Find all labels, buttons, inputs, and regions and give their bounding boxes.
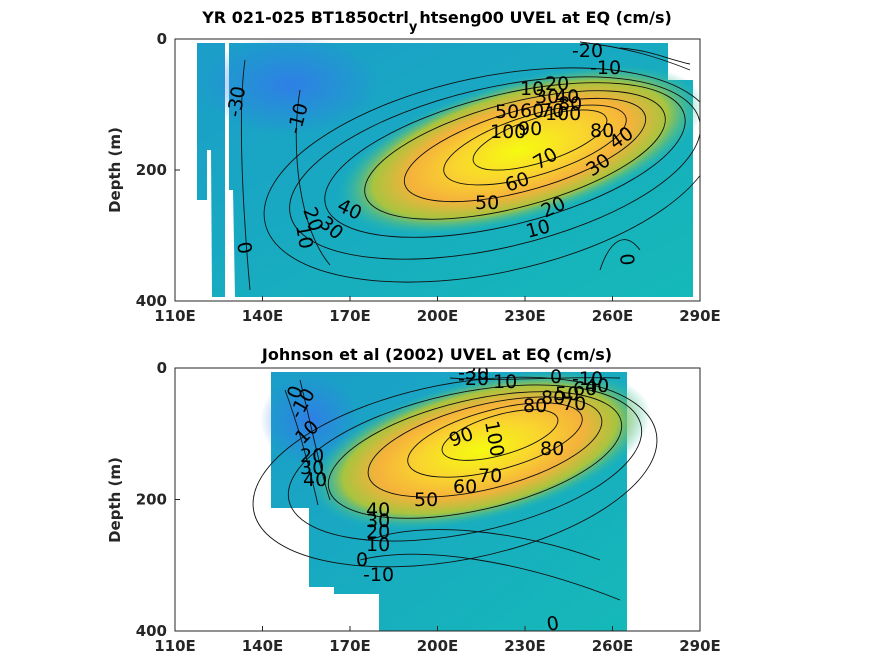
- x-tick-label: 260E: [592, 307, 634, 325]
- contour-label: 0: [232, 240, 256, 256]
- contour-label: 90: [518, 118, 542, 140]
- contour-label: 100: [490, 121, 526, 143]
- contour-label: 80: [590, 120, 614, 142]
- x-tick-label: 230E: [504, 637, 546, 655]
- x-tick-label: 140E: [242, 307, 284, 325]
- contour-label: -10: [363, 564, 394, 586]
- contour-label: 100: [545, 103, 581, 125]
- y-tick-label: 0: [157, 30, 167, 48]
- contour-label: 10: [291, 223, 317, 251]
- x-tick-label: 260E: [592, 637, 634, 655]
- contour-lines: [240, 41, 700, 291]
- contour-lines: [252, 376, 658, 601]
- y-tick-label: 200: [136, 491, 167, 509]
- x-tick-label: 110E: [154, 637, 196, 655]
- x-tick-label: 200E: [417, 637, 459, 655]
- x-tick-label: 230E: [504, 307, 546, 325]
- contour-label: 30: [535, 86, 559, 108]
- contour-label: 50: [414, 489, 438, 511]
- contour-label: -20: [458, 368, 489, 390]
- contour-label: 80: [523, 395, 547, 417]
- heatmap-field: -30 -20 10 0 -10 50 60 80 80 40 70 0 -10…: [252, 362, 658, 636]
- contour-label: 0: [550, 366, 562, 388]
- contour-label: 80: [558, 93, 582, 115]
- contour-label: 50: [475, 192, 499, 214]
- panel-model: YR 021-025 BT1850ctrlyhtseng00 UVEL at E…: [106, 8, 721, 325]
- contour-label: 0: [615, 253, 638, 267]
- contour-label: 80: [540, 438, 564, 460]
- contour-label: 20: [300, 445, 324, 467]
- contour-label: -20: [572, 40, 603, 62]
- contour-label: 60: [520, 100, 544, 122]
- contour-label: 60: [453, 476, 477, 498]
- contour-label: 20: [366, 521, 390, 543]
- x-tick-label: 290E: [679, 307, 721, 325]
- contour-label: 0: [545, 612, 561, 636]
- contour-label: 70: [478, 465, 502, 487]
- y-tick-label: 400: [136, 622, 167, 640]
- x-axis: 110E 140E 170E 200E 230E 260E 290E: [154, 296, 721, 325]
- contour-label: -10: [572, 368, 603, 390]
- y-axis-label: Depth (m): [106, 127, 124, 213]
- contour-label: -30: [458, 362, 489, 384]
- panel-observations: Johnson et al (2002) UVEL at EQ (cm/s) -…: [106, 345, 721, 655]
- contour-label: 70: [540, 100, 564, 122]
- contour-label: -30: [223, 84, 250, 118]
- contour-label: 40: [366, 499, 390, 521]
- y-tick-label: 400: [136, 292, 167, 310]
- panel-title: YR 021-025 BT1850ctrlyhtseng00 UVEL at E…: [201, 8, 672, 35]
- x-tick-label: 200E: [417, 307, 459, 325]
- contour-label: 30: [300, 457, 324, 479]
- contour-label: 40: [555, 86, 579, 108]
- y-axis-label: Depth (m): [106, 457, 124, 543]
- contour-label: 40: [303, 469, 327, 491]
- x-axis: 110E 140E 170E 200E 230E 260E 290E: [154, 626, 721, 655]
- y-tick-label: 200: [136, 161, 167, 179]
- y-axis: 0 200 400: [136, 359, 180, 640]
- x-tick-label: 170E: [329, 307, 371, 325]
- contour-label: 80: [541, 387, 565, 409]
- x-tick-label: 140E: [242, 637, 284, 655]
- contour-label: 10: [493, 371, 517, 393]
- x-tick-label: 290E: [679, 637, 721, 655]
- contour-label: 10: [520, 78, 544, 100]
- contour-label: 70: [562, 393, 586, 415]
- contour-label: 50: [495, 101, 519, 123]
- heatmap-field: -20 -10 -30 -10 10 20 30 40 50 60 70 80 …: [197, 39, 700, 297]
- contour-label: 10: [366, 534, 390, 556]
- contour-label: 0: [356, 549, 368, 571]
- x-tick-label: 170E: [329, 637, 371, 655]
- x-tick-label: 110E: [154, 307, 196, 325]
- y-tick-label: 0: [157, 359, 167, 377]
- contour-label: 30: [366, 510, 390, 532]
- contour-label: 40: [585, 375, 609, 397]
- contour-label: 60: [573, 378, 597, 400]
- contour-label: 20: [545, 73, 569, 95]
- y-axis: 0 200 400: [136, 30, 180, 310]
- contour-label: -10: [590, 57, 621, 79]
- panel-title: Johnson et al (2002) UVEL at EQ (cm/s): [261, 345, 612, 364]
- contour-label: 50: [555, 383, 579, 405]
